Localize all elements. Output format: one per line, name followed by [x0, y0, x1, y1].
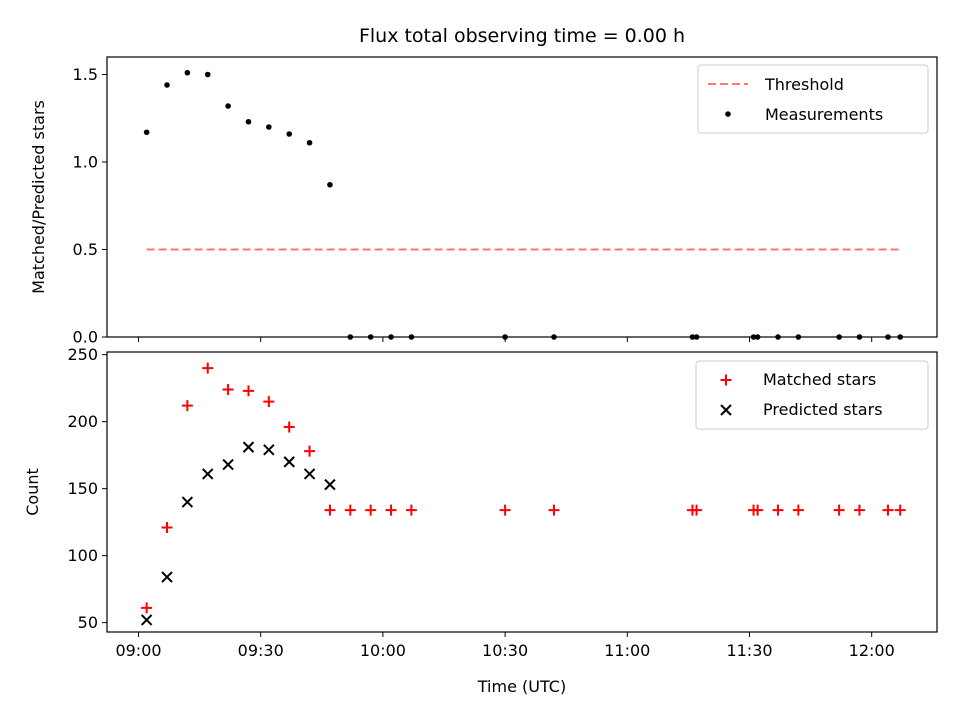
- data-point: [202, 468, 214, 480]
- legend-matched-label: Matched stars: [763, 370, 876, 389]
- panel-1: 0.0 0.5 1.0 1.5 Matched/Predicted stars Flux …: [29, 25, 938, 347]
- legend: Matched stars Predicted stars: [695, 360, 929, 430]
- legend-measurements-label: Measurements: [765, 105, 883, 124]
- data-point: [245, 118, 252, 125]
- data-point: [347, 334, 354, 340]
- y-tick-label: 200: [67, 412, 98, 431]
- axes-frame: [106, 56, 938, 338]
- data-point: [388, 334, 394, 340]
- data-point: [225, 103, 231, 109]
- data-point: [324, 478, 336, 491]
- data-point: [853, 504, 865, 516]
- legend-predicted-swatch: [720, 404, 732, 416]
- data-point: [882, 504, 894, 516]
- data-point: [242, 441, 255, 453]
- data-point: [499, 504, 511, 516]
- data-point: [752, 504, 764, 516]
- data-point: [836, 334, 842, 340]
- data-point: [385, 504, 397, 516]
- series-matched-stars: [141, 362, 906, 614]
- data-point: [754, 334, 761, 340]
- data-point: [286, 131, 293, 137]
- data-point: [502, 334, 508, 340]
- data-point: [242, 385, 254, 397]
- data-point: [327, 181, 333, 188]
- data-point: [750, 334, 757, 340]
- x-tick-label: 09:00: [115, 641, 161, 660]
- data-point: [548, 504, 560, 516]
- data-point: [184, 69, 191, 76]
- data-point: [405, 504, 417, 516]
- data-point: [408, 334, 415, 340]
- legend-threshold-label: Threshold: [764, 75, 844, 94]
- data-point: [885, 334, 891, 340]
- x-tick-label: 12:00: [849, 641, 895, 660]
- data-point: [551, 334, 557, 340]
- data-point: [894, 504, 906, 516]
- data-point: [303, 468, 316, 480]
- data-point: [263, 444, 275, 456]
- data-point: [161, 522, 173, 534]
- panel-2: 50 100 150 200 250 09:00 09:30 10:00 10:30 11:00 1…: [23, 345, 938, 696]
- data-point: [693, 334, 700, 340]
- y-tick-label: 0.5: [73, 240, 98, 259]
- series-predicted-stars: [140, 441, 336, 626]
- x-tick-label: 10:30: [482, 641, 528, 660]
- y-tick-label: 150: [67, 479, 98, 498]
- data-point: [897, 334, 904, 340]
- data-point: [775, 334, 781, 340]
- legend-matched-swatch: [720, 374, 732, 386]
- x-tick-label: 10:00: [360, 641, 406, 660]
- x-tick-label: 11:00: [604, 641, 650, 660]
- y-tick-label: 50: [78, 613, 98, 632]
- data-point: [689, 334, 696, 340]
- data-point: [266, 124, 272, 130]
- data-point: [222, 458, 234, 471]
- y-tick-label: 100: [67, 546, 98, 565]
- data-point: [856, 334, 863, 340]
- y-tick-label: 1.5: [73, 65, 98, 84]
- legend-measurements-swatch: [725, 111, 731, 117]
- data-point: [283, 421, 295, 433]
- data-point: [324, 504, 336, 516]
- data-point: [367, 334, 374, 340]
- data-point: [304, 445, 316, 457]
- data-point: [181, 400, 193, 412]
- chart-title: Flux total observing time = 0.00 h: [359, 25, 685, 47]
- x-tick-label: 11:30: [726, 641, 772, 660]
- y-axis-label: Count: [23, 468, 42, 516]
- data-point: [365, 504, 377, 516]
- series-measurements: [143, 69, 904, 340]
- legend-box: [697, 64, 929, 134]
- data-point: [164, 82, 170, 88]
- x-axis-label: Time (UTC): [477, 677, 566, 696]
- legend-predicted-label: Predicted stars: [763, 400, 883, 419]
- axes-frame: [106, 351, 938, 633]
- legend-box: [695, 360, 929, 430]
- data-point: [161, 571, 173, 583]
- data-point: [283, 456, 295, 468]
- data-point: [792, 504, 804, 516]
- data-point: [141, 602, 153, 614]
- data-point: [204, 71, 211, 78]
- data-point: [833, 504, 845, 516]
- y-tick-label: 250: [67, 345, 98, 364]
- data-point: [306, 139, 313, 146]
- y-axis-label: Matched/Predicted stars: [29, 100, 48, 294]
- data-point: [263, 396, 275, 408]
- data-point: [691, 504, 703, 516]
- legend: Threshold Measurements: [697, 64, 929, 134]
- data-point: [222, 384, 234, 396]
- data-point: [795, 334, 802, 340]
- data-point: [344, 504, 356, 516]
- y-tick-label: 0.0: [73, 328, 98, 347]
- x-tick-label: 09:30: [238, 641, 284, 660]
- data-point: [140, 614, 153, 626]
- data-point: [143, 129, 150, 136]
- data-point: [772, 504, 784, 516]
- y-tick-label: 1.0: [73, 153, 98, 172]
- data-point: [202, 362, 214, 374]
- data-point: [181, 496, 194, 508]
